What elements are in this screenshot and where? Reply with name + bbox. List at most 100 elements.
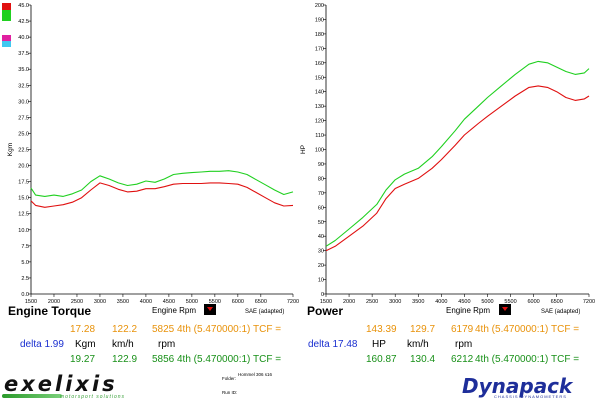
y-tick-label: 170 [315,46,324,52]
y-tick-label: 10.0 [18,228,29,234]
y-tick-label: 30.0 [18,99,29,105]
y-tick-label: 42.5 [18,19,29,25]
torque-speed-1: 122.2 [112,324,138,335]
y-tick-label: 37.5 [18,51,29,57]
power-gear-2: 4th (5.470000:1) TCF = [475,354,580,365]
x-tick-label: 3500 [412,299,424,305]
y-tick-label: 40.0 [18,35,29,41]
torque-delta: delta 1.99 [20,339,64,350]
torque-speed-unit: km/h [112,339,134,350]
series-line-1 [30,170,294,197]
torque-rpm-1: 5825 [152,324,175,335]
y-tick-label: 20.0 [18,164,29,170]
x-tick-label: 4500 [163,299,175,305]
torque-cursor-marker-icon[interactable] [204,304,216,315]
x-tick-label: 2000 [343,299,355,305]
y-tick-label: 27.5 [18,115,29,121]
series-line-1 [325,60,590,247]
y-tick-label: 40 [318,234,324,240]
y-tick-label: 35.0 [18,67,29,73]
y-tick-label: 30 [318,249,324,255]
run-id-label: Run ID: [222,390,238,395]
x-tick-label: 2500 [71,299,83,305]
y-tick-label: 32.5 [18,83,29,89]
dynapack-subtitle: CHASSIS DYNAMOMETERS [494,394,567,399]
x-tick-label: 3500 [117,299,129,305]
x-tick-label: 6000 [232,299,244,305]
x-tick-label: 5000 [186,299,198,305]
torque-gear-2: 4th (5.470000:1) TCF = [177,354,282,365]
legend-swatch-1[interactable] [2,10,11,21]
y-tick-label: 22.5 [18,148,29,154]
x-tick-label: 4000 [435,299,447,305]
y-tick-label: 180 [315,32,324,38]
series-line-0 [30,182,294,208]
x-tick-label: 1500 [25,299,37,305]
folder-label: Folder: [222,376,237,381]
power-value-2: 160.87 [366,354,397,365]
y-tick-label: 120 [315,119,324,125]
y-tick-label: 130 [315,104,324,110]
legend-swatch-0[interactable] [2,3,11,10]
y-tick-label: 2.5 [21,276,29,282]
power-delta: delta 17.48 [308,339,358,350]
power-x-label: Engine Rpm [446,306,491,315]
power-cursor-marker-icon[interactable] [499,304,511,315]
y-tick-label: 25.0 [18,131,29,137]
power-speed-unit: km/h [407,339,429,350]
torque-speed-2: 122.9 [112,354,138,365]
torque-gear-1: 4th (5.470000:1) TCF = [177,324,282,335]
power-speed-2: 130.4 [410,354,436,365]
y-tick-label: 17.5 [18,180,29,186]
legend-swatch-2[interactable] [2,21,11,28]
y-tick-label: 10 [318,278,324,284]
dyno-plots: 0.0 2.5 5.0 7.5 10.0 12.5 15.0 17.5 20.0 22.5 25.0… [2,3,595,305]
y-tick-label: 0 [321,292,324,298]
y-tick-label: 70 [318,191,324,197]
power-value-1: 143.39 [366,324,397,335]
folder-filename: Hommel 306 s16 [238,372,273,377]
torque-sae-note: SAE (adapted) [245,309,285,315]
power-sae-note: SAE (adapted) [541,309,581,315]
x-tick-label: 3000 [389,299,401,305]
power-title: Power [307,304,344,318]
y-tick-label: 90 [318,162,324,168]
torque-value-2: 19.27 [70,354,96,365]
series-line-0 [325,85,590,252]
x-tick-label: 6500 [551,299,563,305]
x-tick-label: 7200 [583,299,595,305]
y-tick-label: 200 [315,3,324,9]
torque-value-1: 17.28 [70,324,96,335]
exelixis-swoosh [2,394,62,398]
legend-swatch-5[interactable] [2,41,11,47]
y-axis-label: Kgm [7,143,14,156]
x-tick-label: 5500 [504,299,516,305]
x-tick-label: 7200 [287,299,299,305]
power-rpm-1: 6179 [451,324,474,335]
torque-rpm-2: 5856 [152,354,175,365]
y-tick-label: 190 [315,17,324,23]
power-unit: HP [372,339,386,350]
torque-chart: 0.0 2.5 5.0 7.5 10.0 12.5 15.0 17.5 20.0 22.5 25.0… [7,3,299,305]
x-tick-label: 4500 [458,299,470,305]
run-legend-swatches[interactable] [2,3,11,47]
x-tick-label: 2000 [48,299,60,305]
torque-title: Engine Torque [8,304,92,318]
legend-swatch-4[interactable] [2,35,11,41]
y-tick-label: 140 [315,90,324,96]
y-tick-label: 60 [318,205,324,211]
x-tick-label: 5000 [481,299,493,305]
y-tick-label: 110 [315,133,324,139]
y-tick-label: 7.5 [21,244,29,250]
torque-unit: Kgm [75,339,96,350]
power-speed-1: 129.7 [410,324,436,335]
torque-x-label: Engine Rpm [152,306,197,315]
power-chart: 0 10 20 30 40 50 60 70 80 90 100 110 120 130 140 150 160… [300,3,595,305]
y-tick-label: 100 [315,148,324,154]
x-tick-label: 3000 [94,299,106,305]
power-rpm-2: 6212 [451,354,474,365]
y-axis-label: HP [300,145,307,154]
y-tick-label: 15.0 [18,196,29,202]
exelixis-logo: exelixis [4,372,118,396]
legend-swatch-3[interactable] [2,28,11,35]
